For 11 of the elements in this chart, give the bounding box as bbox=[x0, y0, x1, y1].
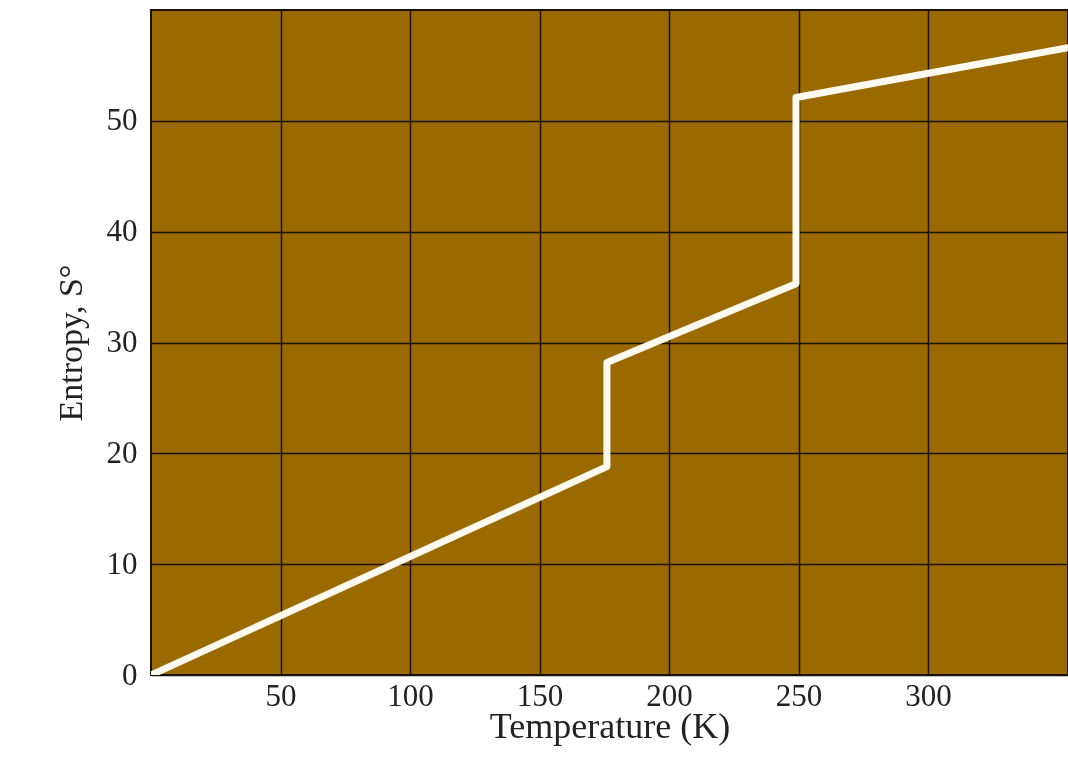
x-tick-label: 250 bbox=[775, 677, 823, 713]
y-tick-label: 50 bbox=[106, 102, 138, 138]
y-tick-label: 20 bbox=[106, 434, 138, 470]
y-tick-label: 40 bbox=[106, 213, 138, 249]
y-tick-label: 0 bbox=[122, 656, 138, 692]
y-axis-title: Entropy, S° bbox=[51, 264, 89, 422]
x-tick-label: 50 bbox=[265, 677, 297, 713]
x-tick-label: 100 bbox=[387, 677, 434, 713]
x-tick-label: 300 bbox=[905, 677, 952, 713]
y-tick-label: 10 bbox=[106, 545, 138, 581]
y-tick-label: 30 bbox=[106, 324, 138, 359]
